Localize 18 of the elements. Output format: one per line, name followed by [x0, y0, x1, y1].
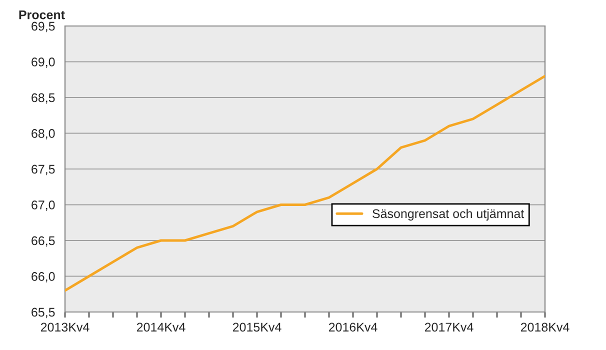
y-axis-title: Procent: [19, 10, 65, 20]
x-tick-label: 2013Kv4: [40, 322, 90, 332]
x-tick-label: 2017Kv4: [424, 322, 474, 332]
y-tick-label: 69,0: [32, 58, 55, 68]
y-tick-label: 69,5: [32, 22, 55, 32]
y-tick-label: 65,5: [32, 308, 55, 318]
y-tick-label: 66,5: [32, 236, 55, 247]
y-tick-label: 68,0: [32, 129, 55, 140]
x-tick-label: 2018Kv4: [520, 322, 570, 332]
line-series: [65, 74, 545, 292]
y-tick-label: 68,5: [32, 93, 55, 104]
legend-label: Säsongrensat och utjämnat: [372, 208, 524, 221]
x-tick-label: 2015Kv4: [232, 322, 282, 332]
x-tick-label: 2016Kv4: [328, 322, 378, 332]
x-tick-label: 2014Kv4: [136, 322, 186, 332]
y-tick-label: 67,5: [32, 164, 55, 176]
y-tick-label: 66,0: [32, 272, 55, 282]
y-tick-label: 67,0: [32, 200, 55, 211]
